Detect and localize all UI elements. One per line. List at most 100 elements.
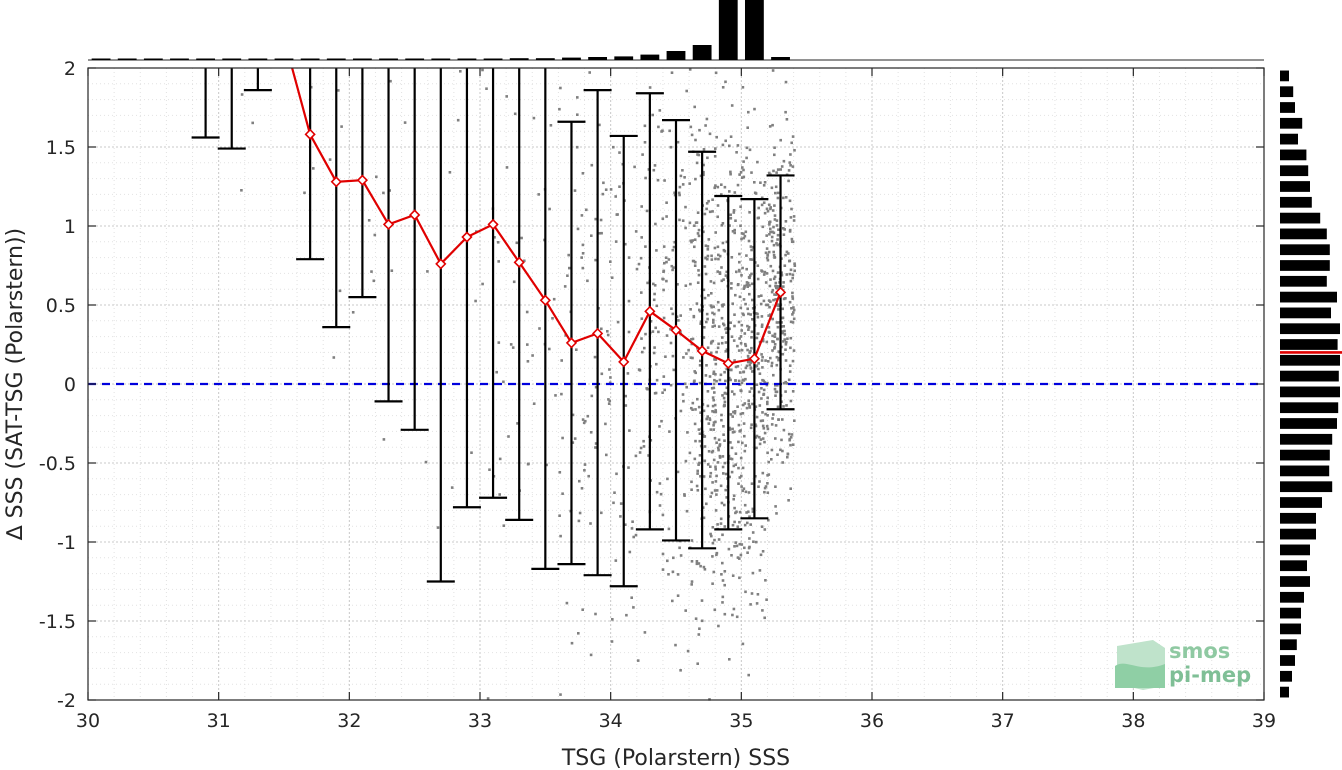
scatter-point (782, 405, 785, 408)
scatter-point (716, 204, 720, 207)
scatter-point (531, 354, 534, 357)
top-histogram-bar (170, 58, 189, 60)
scatter-point (792, 306, 795, 309)
scatter-point (781, 307, 784, 311)
scatter-point (722, 396, 726, 400)
scatter-point (705, 207, 708, 211)
scatter-point (581, 172, 585, 175)
scatter-point (615, 472, 618, 476)
scatter-point (709, 304, 713, 307)
scatter-point (581, 243, 585, 247)
scatter-point (691, 401, 695, 405)
scatter-point (674, 643, 677, 647)
scatter-point (763, 486, 767, 490)
scatter-point (731, 523, 735, 527)
scatter-point (769, 278, 772, 281)
scatter-point (625, 613, 628, 617)
scatter-point (652, 168, 656, 172)
scatter-point (706, 346, 710, 349)
scatter-point (608, 399, 611, 403)
scatter-point (730, 335, 734, 338)
scatter-point (765, 207, 769, 211)
scatter-point (730, 104, 734, 107)
scatter-point (560, 392, 563, 396)
y-tick-label: -0.5 (39, 453, 76, 475)
scatter-point (714, 509, 718, 512)
scatter-point (758, 372, 762, 375)
scatter-point (495, 370, 498, 374)
scatter-point (382, 191, 385, 195)
scatter-point (788, 259, 791, 263)
scatter-point (765, 247, 769, 250)
scatter-point (751, 298, 754, 302)
scatter-point (716, 523, 719, 526)
scatter-point (706, 156, 709, 160)
scatter-point (627, 330, 631, 334)
scatter-point (498, 457, 502, 461)
scatter-point (669, 341, 673, 345)
scatter-point (685, 385, 688, 389)
scatter-point (692, 380, 696, 383)
scatter-point (789, 164, 792, 167)
scatter-point (777, 418, 780, 421)
scatter-point (739, 224, 742, 228)
scatter-point (588, 71, 591, 74)
scatter-point (676, 140, 680, 144)
scatter-point (717, 624, 720, 628)
scatter-point (587, 474, 590, 478)
scatter-point (328, 158, 332, 161)
scatter-point (637, 368, 641, 371)
scatter-point (763, 616, 766, 620)
scatter-point (789, 153, 792, 156)
scatter-point (738, 252, 741, 256)
scatter-point (690, 580, 694, 583)
scatter-point (715, 379, 718, 383)
top-histogram-bar (640, 54, 660, 60)
scatter-point (744, 490, 748, 494)
scatter-point (628, 550, 632, 554)
scatter-point (662, 245, 666, 248)
scatter-point (712, 281, 716, 285)
scatter-point (741, 86, 745, 89)
scatter-point (751, 510, 755, 513)
scatter-point (775, 171, 778, 174)
scatter-point (768, 233, 771, 236)
mean-marker (748, 353, 761, 365)
scatter-point (761, 411, 764, 414)
scatter-point (694, 439, 697, 443)
scatter-point (710, 258, 714, 261)
scatter-point (765, 272, 769, 275)
scatter-point (730, 554, 733, 557)
scatter-point (712, 410, 716, 414)
scatter-point (766, 209, 770, 213)
scatter-point (663, 388, 666, 392)
scatter-point (716, 185, 720, 189)
scatter-point (662, 270, 665, 273)
scatter-point (738, 430, 741, 433)
scatter-point (743, 449, 747, 453)
scatter-point (730, 282, 733, 285)
scatter-point (722, 472, 725, 475)
scatter-point (586, 414, 590, 418)
scatter-point (746, 307, 749, 311)
scatter-point (756, 312, 759, 316)
scatter-point (751, 246, 755, 249)
scatter-point (720, 413, 723, 417)
scatter-point (772, 250, 775, 254)
scatter-point (781, 331, 785, 335)
scatter-point (769, 356, 772, 360)
scatter-point (670, 71, 674, 74)
scatter-point (659, 492, 663, 496)
scatter-point (714, 468, 717, 471)
scatter-point (729, 441, 732, 444)
scatter-point (609, 260, 612, 263)
scatter-point (704, 487, 707, 491)
scatter-point (785, 118, 789, 121)
scatter-point (694, 260, 697, 264)
scatter-point (760, 203, 764, 207)
scatter-point (672, 368, 676, 372)
scatter-point (747, 239, 751, 243)
scatter-point (639, 256, 643, 260)
scatter-point (706, 415, 709, 418)
scatter-point (608, 368, 611, 371)
